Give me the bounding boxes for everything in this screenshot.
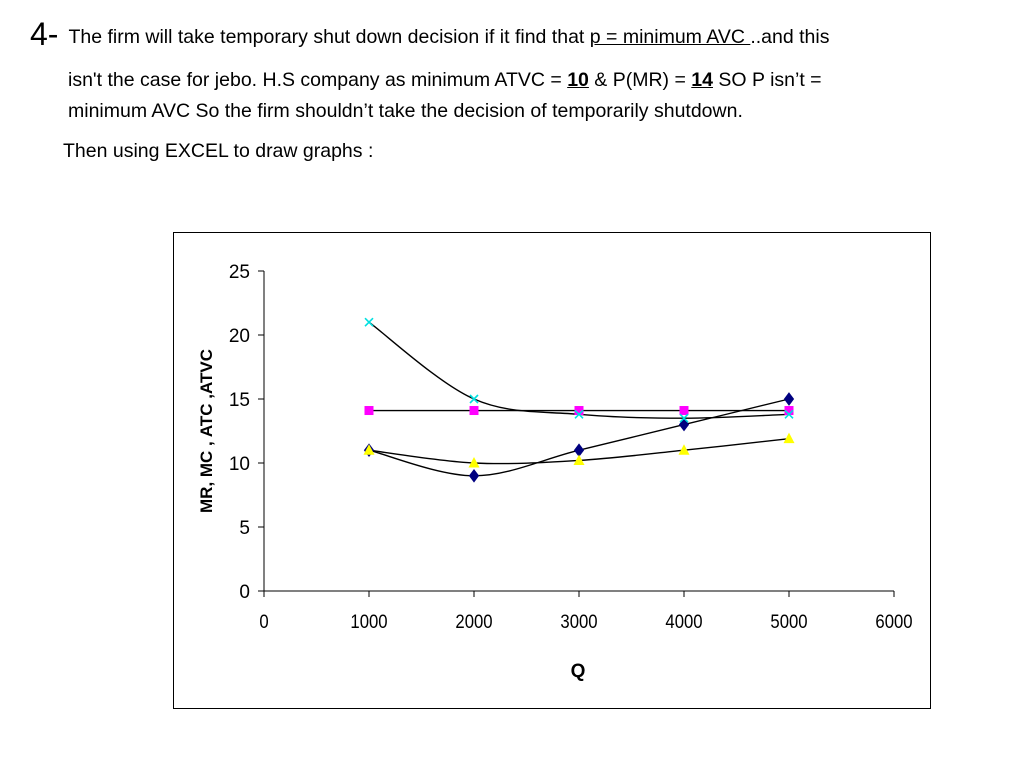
series-4-point: [679, 413, 689, 423]
x-marker-stroke: [784, 409, 794, 419]
text-line-3: minimum AVC So the firm shouldn’t take t…: [68, 100, 743, 122]
x-axis-label: Q: [571, 661, 586, 682]
text-l2-part1: isn't the case for jebo. H.S company as …: [68, 69, 568, 91]
series-2-point: [469, 406, 479, 416]
x-tick-label: 5000: [770, 611, 807, 632]
series-3-point: [573, 454, 585, 465]
series-4-point: [784, 409, 794, 419]
text-atvc-value: 10: [567, 69, 589, 91]
x-marker-stroke: [469, 394, 479, 404]
series-layer: [363, 317, 795, 483]
series-4-point: [574, 409, 584, 419]
series-2-point: [574, 406, 584, 416]
text-l1-part2: ..and this: [750, 26, 830, 48]
y-tick-label: 15: [229, 390, 250, 411]
x-tick-label: 3000: [560, 611, 597, 632]
series-1-point: [678, 417, 690, 432]
series-2-point: [679, 406, 689, 416]
text-line-2: isn't the case for jebo. H.S company as …: [68, 68, 822, 92]
text-l1-part1: The firm will take temporary shut down d…: [68, 26, 590, 48]
series-4-line: [368, 321, 790, 419]
y-tick-label: 10: [229, 454, 250, 475]
y-tick-label: 5: [239, 518, 250, 539]
x-tick-label: 4000: [665, 611, 702, 632]
series-1-point: [573, 443, 585, 458]
x-tick-label: 1000: [350, 611, 387, 632]
x-tick-label: 2000: [455, 611, 492, 632]
series-2-point: [364, 406, 374, 416]
series-4-point: [364, 317, 374, 327]
y-tick-label: 25: [229, 262, 250, 283]
chart-frame: 0 1000 2000 3000 4000 5000 6000 0 5 10 15 20 25 Q M…: [173, 232, 931, 709]
series-1-point: [783, 392, 795, 406]
x-marker-stroke: [679, 413, 689, 423]
series-4-point: [469, 394, 479, 404]
x-tick-label: 0: [259, 611, 268, 632]
text-line-1: 4- The firm will take temporary shut down…: [30, 18, 830, 50]
series-3-point: [783, 432, 795, 444]
y-ticks: 0 5 10 15 20 25: [229, 262, 264, 603]
item-number: 4-: [30, 16, 59, 52]
series-2-point: [784, 406, 794, 416]
x-ticks: 0 1000 2000 3000 4000 5000 6000: [259, 591, 913, 632]
text-mr-value: 14: [691, 69, 713, 91]
series-3-point: [363, 444, 375, 455]
y-axis-label: MR, MC , ATC ,ATVC: [197, 349, 216, 513]
text-l2-part2: & P(MR) =: [588, 69, 692, 91]
y-tick-label: 0: [239, 582, 250, 603]
text-line-4: Then using EXCEL to draw graphs :: [63, 140, 374, 162]
series-1-point: [468, 468, 480, 483]
y-tick-label: 20: [229, 326, 250, 347]
x-marker-stroke: [574, 409, 584, 419]
text-l1-underlined: p = minimum AVC: [589, 26, 751, 48]
x-tick-label: 6000: [875, 611, 912, 632]
text-l2-part3: SO P isn’t =: [712, 69, 822, 91]
chart-svg: 0 1000 2000 3000 4000 5000 6000 0 5 10 15 20 25 Q M…: [197, 262, 913, 682]
x-marker-stroke: [364, 317, 374, 327]
series-3-point: [468, 457, 480, 468]
series-3-point: [678, 444, 690, 455]
